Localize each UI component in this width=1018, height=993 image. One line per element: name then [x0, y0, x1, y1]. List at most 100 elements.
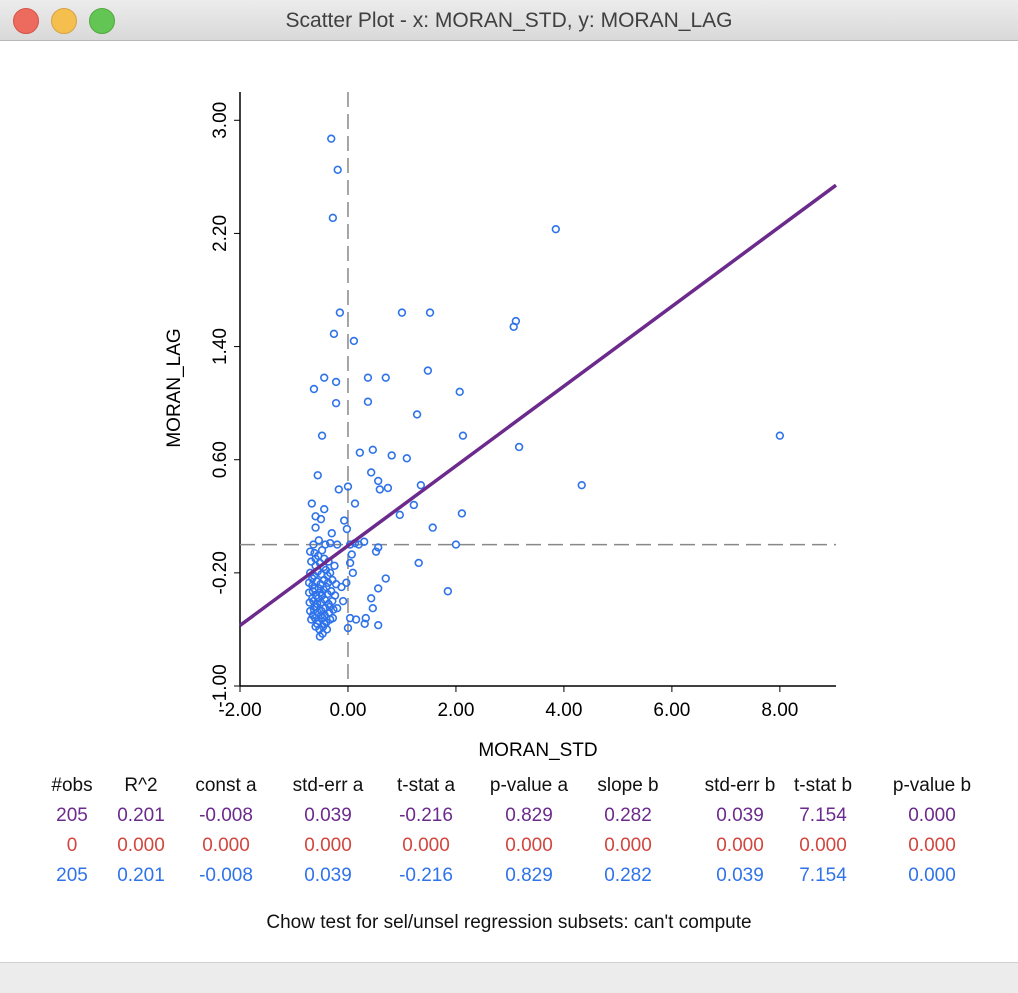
y-tick-label: -0.20	[210, 551, 231, 594]
stats-cell: 0.829	[505, 805, 553, 826]
data-point	[323, 571, 332, 580]
data-point	[332, 540, 342, 549]
data-point	[423, 366, 433, 375]
data-point	[309, 384, 319, 394]
y-tick-label: 1.40	[210, 328, 231, 365]
data-point	[514, 442, 524, 452]
data-point	[414, 558, 423, 568]
data-point	[334, 485, 343, 494]
data-point	[338, 596, 348, 606]
stats-cell: 0.201	[117, 805, 165, 826]
stats-cell: 0.000	[202, 835, 250, 856]
data-point	[328, 613, 338, 623]
x-tick-label: 4.00	[545, 700, 582, 721]
stats-cell: 0.000	[908, 865, 956, 886]
data-point	[551, 224, 561, 234]
y-tick-label: -1.00	[210, 664, 231, 707]
data-point	[455, 387, 464, 397]
y-tick-label: 3.00	[210, 102, 231, 139]
data-point	[363, 397, 373, 406]
close-button[interactable]	[13, 8, 39, 34]
data-point	[320, 619, 329, 628]
data-point	[363, 373, 373, 382]
data-point	[310, 602, 319, 611]
data-point	[348, 568, 358, 578]
data-point	[331, 377, 341, 387]
stats-header: R^2	[124, 775, 158, 796]
y-tick-label: 2.20	[210, 215, 231, 252]
x-tick-label: 0.00	[329, 700, 366, 721]
data-point	[317, 546, 327, 555]
data-point	[366, 468, 376, 477]
data-point	[381, 373, 390, 382]
data-point	[355, 448, 365, 457]
data-point	[307, 499, 317, 508]
stats-cell: 0.039	[716, 805, 764, 826]
data-point	[368, 604, 378, 613]
stats-header: std-err a	[292, 775, 364, 796]
stats-cell: 0.829	[505, 865, 553, 886]
stats-cell: 0.039	[304, 865, 352, 886]
status-bar	[0, 962, 1018, 993]
data-point	[332, 604, 342, 613]
data-point	[316, 611, 326, 620]
data-point	[343, 623, 353, 633]
regression-line	[238, 183, 838, 627]
stats-header: slope b	[597, 775, 659, 796]
data-point	[314, 584, 324, 593]
data-point	[318, 629, 327, 638]
data-point	[577, 480, 586, 490]
data-point	[374, 543, 383, 552]
data-point	[375, 485, 385, 494]
data-point	[310, 584, 319, 593]
data-point	[305, 547, 315, 556]
data-point	[342, 524, 352, 534]
data-point	[402, 454, 412, 463]
x-tick-label: 8.00	[761, 700, 798, 721]
zoom-button[interactable]	[89, 8, 115, 34]
stats-cell: 205	[56, 805, 88, 826]
stats-cell: 0.000	[604, 835, 652, 856]
stats-header: t-stat a	[396, 775, 456, 796]
data-point	[308, 611, 318, 620]
data-point	[316, 514, 326, 524]
stats-header: const a	[195, 775, 257, 796]
data-point	[451, 540, 461, 549]
data-point	[335, 308, 345, 317]
data-point	[343, 482, 353, 491]
stats-header: p-value a	[489, 775, 569, 796]
stats-cell: 0.000	[908, 835, 956, 856]
data-point	[308, 594, 317, 603]
data-point	[361, 613, 370, 623]
x-tick-label: -2.00	[218, 700, 261, 721]
data-point	[374, 584, 383, 593]
stats-cell: -0.216	[399, 865, 453, 886]
stats-cell: 0.000	[799, 835, 847, 856]
stats-cell: 7.154	[799, 805, 847, 826]
stats-cell: 0.000	[304, 835, 352, 856]
data-point	[397, 308, 407, 317]
data-point	[360, 619, 369, 628]
stats-cell: 0.039	[304, 805, 352, 826]
data-point	[349, 336, 359, 346]
data-point	[339, 516, 349, 525]
stats-header: std-err b	[704, 775, 776, 796]
data-point	[327, 529, 336, 538]
data-point	[320, 611, 329, 620]
data-point	[308, 574, 317, 583]
stats-cell: 0.201	[117, 865, 165, 886]
data-point	[443, 587, 453, 596]
data-point	[366, 594, 376, 603]
data-point	[317, 591, 327, 600]
stats-cell: 0.000	[402, 835, 450, 856]
data-point	[311, 523, 320, 532]
data-point	[320, 373, 329, 382]
minimize-button[interactable]	[51, 8, 77, 34]
data-point	[309, 540, 318, 549]
stats-cell: 7.154	[799, 865, 847, 886]
data-point	[320, 505, 329, 514]
scatter-plot: -2.00 0.00 2.00 4.00 6.00 8.00 -1.00 -0.20 0.60 1…	[164, 92, 838, 760]
title-bar: Scatter Plot - x: MORAN_STD, y: MORAN_LA…	[0, 0, 1018, 41]
stats-row: 205 0.201 -0.008 0.039 -0.216 0.829 0.282 0.039…	[0, 865, 1018, 895]
data-point	[409, 500, 419, 510]
